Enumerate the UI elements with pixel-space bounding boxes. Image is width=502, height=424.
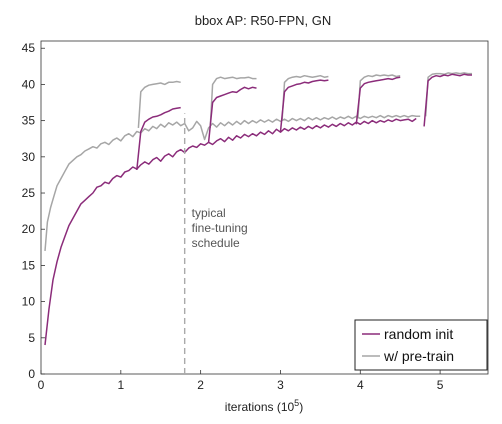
y-tick-label: 5 — [28, 331, 35, 345]
y-tick-label: 15 — [22, 258, 36, 272]
plot-frame — [40, 40, 489, 375]
series-line-random-init-3 — [279, 79, 329, 132]
x-axis-label: iterations (105) — [225, 398, 303, 414]
plot-area — [44, 72, 472, 346]
annotation-text: schedule — [192, 236, 240, 250]
y-tick-label: 20 — [22, 222, 36, 236]
y-tick-label: 45 — [22, 41, 36, 55]
x-tick-label: 0 — [38, 378, 45, 392]
series-line-random-init-5 — [423, 73, 472, 127]
series-line-w-pre-train-3 — [281, 74, 329, 121]
legend-label-random-init: random init — [384, 326, 453, 342]
series-line-random-init-2 — [207, 86, 257, 143]
legend-box — [354, 319, 488, 371]
legend-label-pre-train: w/ pre-train — [383, 348, 454, 364]
x-axis-label-main: iterations (10 — [225, 400, 295, 414]
y-tick-label: 30 — [22, 150, 36, 164]
series-line-w-pre-train-2 — [209, 76, 257, 128]
x-axis-label-exponent: 5 — [294, 398, 299, 408]
series-line-w-pre-train-1 — [137, 80, 181, 128]
chart-title: bbox AP: R50-FPN, GN — [195, 13, 332, 28]
x-tick-label: 3 — [277, 378, 284, 392]
series-line-random-init-1 — [136, 106, 181, 170]
x-axis: 0 1 2 3 4 5 — [38, 370, 444, 392]
series-line-w-pre-train-4 — [357, 74, 401, 119]
x-axis-label-close: ) — [299, 400, 303, 414]
annotation-text: typical — [192, 206, 226, 220]
y-tick-label: 35 — [22, 114, 36, 128]
series-line-w-pre-train-5 — [424, 72, 472, 117]
legend: random init w/ pre-train — [354, 319, 488, 371]
y-tick-label: 0 — [28, 367, 35, 381]
y-tick-label: 40 — [22, 77, 36, 91]
annotation-text: fine-tuning — [192, 221, 248, 235]
series-line-random-init-0 — [44, 117, 417, 346]
x-tick-label: 1 — [117, 378, 124, 392]
x-tick-label: 5 — [437, 378, 444, 392]
y-tick-label: 25 — [22, 186, 36, 200]
x-tick-label: 4 — [357, 378, 364, 392]
y-axis: 0 5 10 15 20 25 30 35 40 45 — [22, 41, 45, 381]
y-tick-label: 10 — [22, 295, 36, 309]
x-tick-label: 2 — [197, 378, 204, 392]
series-line-random-init-4 — [355, 76, 401, 125]
